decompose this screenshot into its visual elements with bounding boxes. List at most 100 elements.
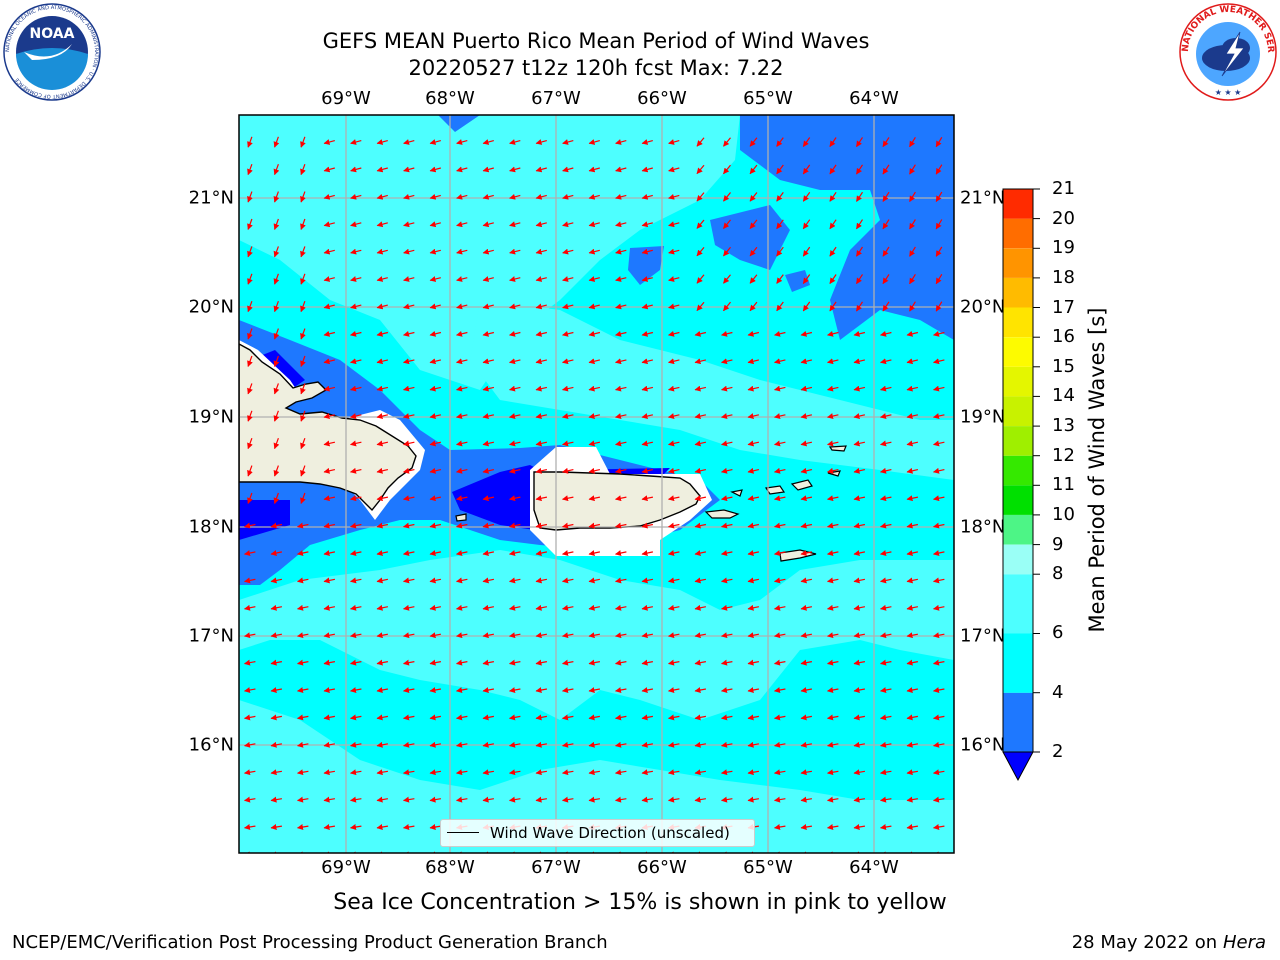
wave-arrow <box>509 385 521 392</box>
wave-arrow <box>297 824 309 830</box>
wave-arrow <box>247 163 253 176</box>
wave-arrow <box>509 139 521 145</box>
wave-arrow <box>853 440 866 447</box>
wave-arrow <box>696 301 705 312</box>
wave-arrow <box>827 824 839 830</box>
wave-arrow <box>350 824 362 830</box>
wave-arrow <box>429 193 441 200</box>
wave-arrow <box>270 714 283 721</box>
wave-arrow <box>882 246 890 257</box>
wave-arrow <box>270 522 283 529</box>
wave-arrow <box>774 851 786 853</box>
wave-arrow <box>721 741 733 748</box>
wave-arrow <box>641 687 654 693</box>
wave-arrow <box>273 191 280 203</box>
wave-arrow <box>721 385 733 392</box>
wave-arrow <box>535 166 547 173</box>
wave-arrow <box>270 851 282 853</box>
wave-arrow <box>906 741 919 748</box>
wave-arrow <box>668 193 680 200</box>
wave-arrow <box>403 550 415 556</box>
wave-arrow <box>827 413 839 419</box>
wave-arrow <box>482 358 495 365</box>
wave-arrow <box>509 221 521 228</box>
colorbar-segment <box>1003 485 1033 515</box>
wave-arrow <box>429 577 442 584</box>
lon-label-bottom: 67°W <box>531 857 581 878</box>
wave-arrow <box>933 522 945 529</box>
wave-arrow <box>323 495 336 502</box>
wave-arrow <box>774 385 786 392</box>
wave-arrow <box>482 851 494 853</box>
colorbar-tick-label: 11 <box>1052 474 1075 496</box>
wave-arrow <box>696 137 705 147</box>
wave-arrow <box>588 632 601 639</box>
wave-arrow <box>562 632 574 639</box>
wave-arrow <box>909 136 916 148</box>
wave-arrow <box>800 824 812 830</box>
wave-arrow <box>588 303 600 310</box>
wave-arrow <box>641 467 654 474</box>
wave-arrow <box>429 413 442 419</box>
wave-arrow <box>880 687 892 693</box>
wave-arrow <box>247 492 253 504</box>
wave-arrow <box>350 851 362 853</box>
wave-arrow <box>456 358 468 365</box>
wave-arrow <box>247 218 253 230</box>
wave-arrow <box>694 440 707 447</box>
wave-arrow <box>882 274 890 285</box>
wave-arrow <box>456 714 468 721</box>
wave-arrow <box>300 191 306 203</box>
wave-arrow <box>482 550 495 556</box>
wave-arrow <box>827 550 839 556</box>
wave-arrow <box>270 632 283 639</box>
wave-arrow <box>376 522 389 529</box>
wave-arrow <box>247 300 253 313</box>
wave-arrow <box>827 358 839 365</box>
wave-arrow <box>429 851 441 853</box>
wave-arrow <box>723 301 731 312</box>
wave-arrow <box>429 659 442 666</box>
wave-arrow <box>562 659 574 666</box>
wave-arrow <box>933 851 945 853</box>
wave-arrow <box>300 246 306 258</box>
wave-arrow <box>376 413 389 419</box>
wave-arrow <box>482 303 494 310</box>
wave-arrow <box>482 166 494 173</box>
wave-arrow <box>403 193 415 200</box>
wave-arrow <box>350 604 362 611</box>
wave-arrow <box>933 550 945 556</box>
wave-arrow <box>482 413 495 419</box>
wave-arrow <box>323 139 335 145</box>
wave-arrow <box>615 687 627 693</box>
wave-arrow <box>827 604 839 611</box>
wave-arrow <box>641 769 653 776</box>
wave-arrow <box>300 355 306 367</box>
wave-arrow <box>244 632 256 639</box>
wave-arrow <box>300 273 306 285</box>
colorbar-segment <box>1003 633 1033 693</box>
wave-arrow <box>615 741 627 748</box>
wave-arrow <box>297 604 309 611</box>
wave-arrow <box>350 741 362 748</box>
wave-arrow <box>588 741 601 748</box>
wave-arrow <box>694 577 707 584</box>
wave-arrow <box>244 714 256 721</box>
wave-arrow <box>827 741 839 748</box>
wave-arrow <box>694 495 707 502</box>
wave-arrow <box>456 495 468 502</box>
wave-arrow <box>456 851 468 853</box>
wave-arrow <box>350 550 362 556</box>
colorbar-tick-label: 9 <box>1052 533 1064 555</box>
wave-arrow <box>376 687 389 693</box>
wave-arrow <box>244 851 256 853</box>
wave-arrow <box>273 410 280 422</box>
wave-arrow <box>588 467 601 474</box>
wave-arrow <box>482 796 494 803</box>
wave-arrow <box>641 276 653 282</box>
wave-arrow <box>668 687 680 693</box>
wave-arrow <box>273 383 280 395</box>
wave-arrow <box>694 769 706 776</box>
wave-arrow <box>829 246 837 257</box>
wave-arrow <box>723 192 731 202</box>
